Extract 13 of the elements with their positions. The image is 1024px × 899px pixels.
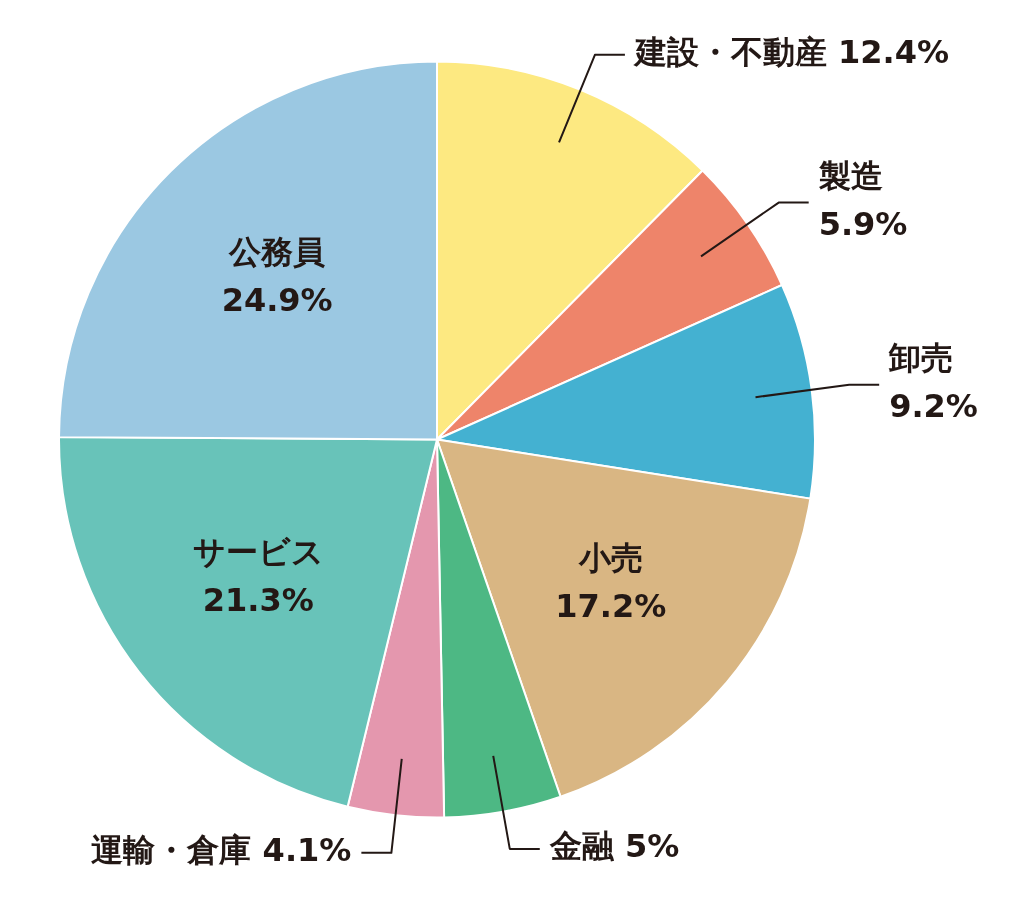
slice-label: 公務員 [228, 232, 326, 271]
data-label: 24.9% [221, 280, 333, 319]
slice-label: 卸売 [888, 339, 954, 378]
slice-label: 建設・不動産 12.4% [632, 33, 950, 72]
data-label: 17.2% [555, 587, 667, 626]
data-label: 21.3% [202, 581, 314, 620]
data-label: 9.2% [889, 387, 978, 426]
slice-label: 製造 [817, 156, 883, 195]
slice-label: 金融 5% [548, 827, 680, 866]
data-label: 5.9% [818, 204, 908, 243]
slice-label: 運輸・倉庫 4.1% [91, 831, 352, 870]
slice-label: サービス [192, 533, 324, 572]
slice-label: 小売 [577, 539, 643, 578]
